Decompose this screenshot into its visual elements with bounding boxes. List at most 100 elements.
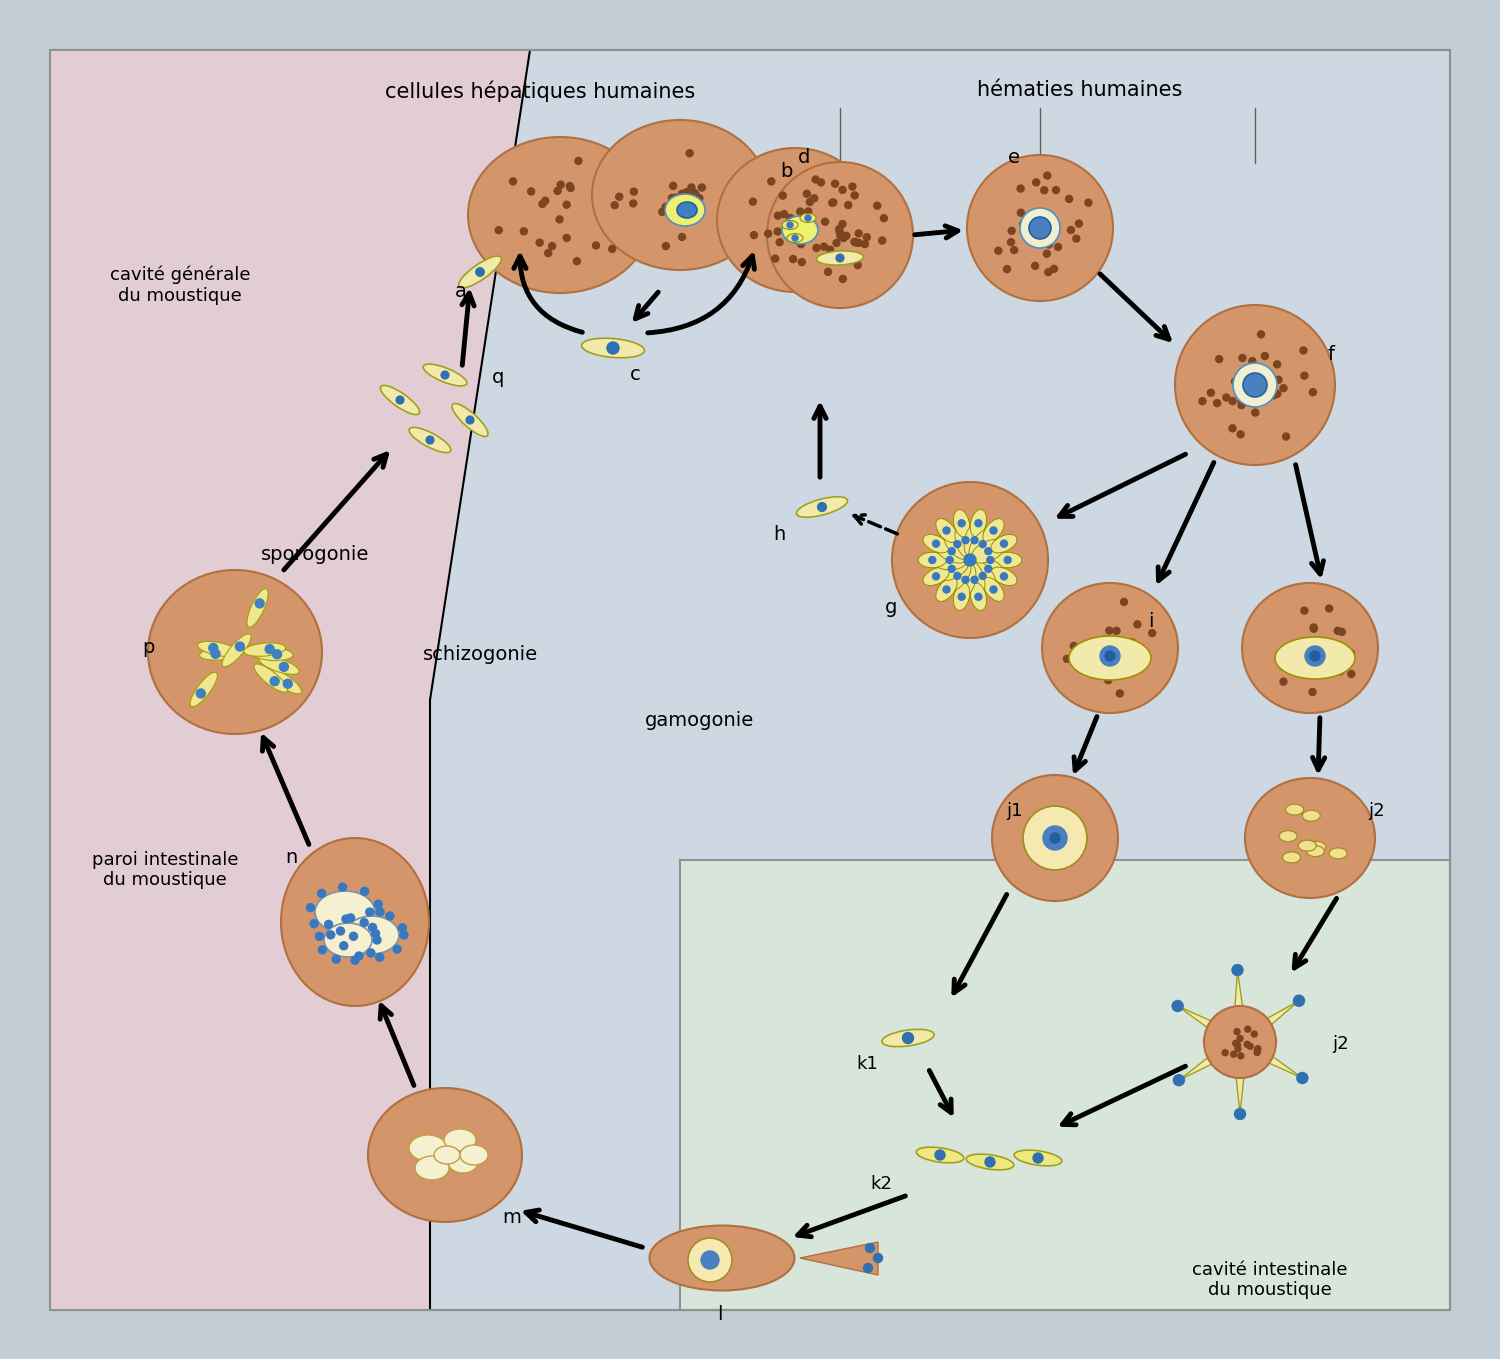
Circle shape <box>807 198 813 205</box>
Circle shape <box>682 208 690 215</box>
Circle shape <box>1046 269 1052 276</box>
Circle shape <box>903 1034 912 1042</box>
Ellipse shape <box>992 775 1118 901</box>
Ellipse shape <box>148 569 322 734</box>
Circle shape <box>1336 667 1344 675</box>
Circle shape <box>970 537 978 544</box>
Polygon shape <box>1252 1045 1302 1078</box>
Polygon shape <box>1234 1059 1245 1114</box>
Circle shape <box>692 190 699 197</box>
Circle shape <box>786 220 794 227</box>
Circle shape <box>1256 381 1262 387</box>
Circle shape <box>688 183 694 192</box>
Text: j2: j2 <box>1368 802 1384 819</box>
Ellipse shape <box>936 578 957 602</box>
Circle shape <box>806 208 812 215</box>
Circle shape <box>1244 1041 1250 1048</box>
Circle shape <box>1038 224 1044 231</box>
Ellipse shape <box>1306 845 1324 856</box>
Circle shape <box>318 946 327 954</box>
Text: q: q <box>492 368 504 387</box>
Ellipse shape <box>410 1135 447 1161</box>
Circle shape <box>520 228 528 235</box>
Circle shape <box>1041 186 1048 194</box>
Circle shape <box>1251 1031 1257 1037</box>
Circle shape <box>273 650 282 659</box>
Text: e: e <box>1008 148 1020 167</box>
Circle shape <box>1011 246 1017 254</box>
Circle shape <box>1245 375 1252 382</box>
Circle shape <box>372 930 380 938</box>
Circle shape <box>1113 628 1120 635</box>
Ellipse shape <box>423 364 466 386</box>
Ellipse shape <box>650 1226 795 1291</box>
Circle shape <box>948 548 956 554</box>
Circle shape <box>1246 383 1254 391</box>
Circle shape <box>798 241 804 247</box>
Circle shape <box>686 149 693 156</box>
Circle shape <box>688 1238 732 1282</box>
Circle shape <box>608 342 618 353</box>
Ellipse shape <box>452 404 488 436</box>
Circle shape <box>562 235 570 242</box>
Circle shape <box>562 201 570 208</box>
Circle shape <box>549 242 555 250</box>
Circle shape <box>1116 690 1124 697</box>
Ellipse shape <box>1020 208 1060 247</box>
Circle shape <box>1232 378 1239 385</box>
Circle shape <box>827 246 834 253</box>
Circle shape <box>798 258 806 265</box>
Circle shape <box>1246 1044 1252 1049</box>
Circle shape <box>700 1252 718 1269</box>
Ellipse shape <box>266 669 302 694</box>
Ellipse shape <box>1275 637 1354 680</box>
Circle shape <box>1238 431 1244 438</box>
Ellipse shape <box>969 529 996 560</box>
Circle shape <box>849 253 855 260</box>
Text: d: d <box>798 148 810 167</box>
Circle shape <box>1112 639 1119 646</box>
Ellipse shape <box>244 643 285 656</box>
Circle shape <box>831 181 839 188</box>
Circle shape <box>374 936 381 945</box>
Circle shape <box>987 556 994 564</box>
Ellipse shape <box>922 534 950 553</box>
Circle shape <box>994 247 1002 254</box>
Circle shape <box>1130 639 1136 646</box>
Circle shape <box>211 650 220 658</box>
Ellipse shape <box>918 552 946 568</box>
Circle shape <box>1338 647 1346 654</box>
Ellipse shape <box>788 234 802 242</box>
Circle shape <box>1248 389 1256 397</box>
Circle shape <box>426 436 433 444</box>
Ellipse shape <box>248 588 268 628</box>
Ellipse shape <box>433 1146 460 1165</box>
Circle shape <box>789 255 796 262</box>
Ellipse shape <box>992 567 1017 586</box>
Circle shape <box>556 216 562 223</box>
Circle shape <box>1298 656 1304 663</box>
Ellipse shape <box>1233 363 1276 406</box>
Text: cavité intestinale
du moustique: cavité intestinale du moustique <box>1192 1261 1347 1299</box>
Ellipse shape <box>766 162 914 308</box>
Ellipse shape <box>892 482 1048 637</box>
Circle shape <box>1256 1045 1262 1052</box>
Circle shape <box>678 190 686 197</box>
Circle shape <box>1050 833 1060 843</box>
Circle shape <box>933 573 939 580</box>
Circle shape <box>360 919 368 927</box>
Circle shape <box>609 246 615 253</box>
Text: cavité générale
du moustique: cavité générale du moustique <box>110 265 251 304</box>
Circle shape <box>843 232 850 239</box>
Ellipse shape <box>368 1089 522 1222</box>
Circle shape <box>1054 243 1062 250</box>
Circle shape <box>1258 375 1266 382</box>
Circle shape <box>804 190 810 197</box>
Circle shape <box>1281 656 1288 663</box>
Circle shape <box>1032 235 1040 243</box>
Circle shape <box>1245 1026 1251 1033</box>
Ellipse shape <box>1308 841 1326 852</box>
Circle shape <box>284 680 292 688</box>
Circle shape <box>1234 1109 1245 1120</box>
Circle shape <box>1032 179 1040 186</box>
